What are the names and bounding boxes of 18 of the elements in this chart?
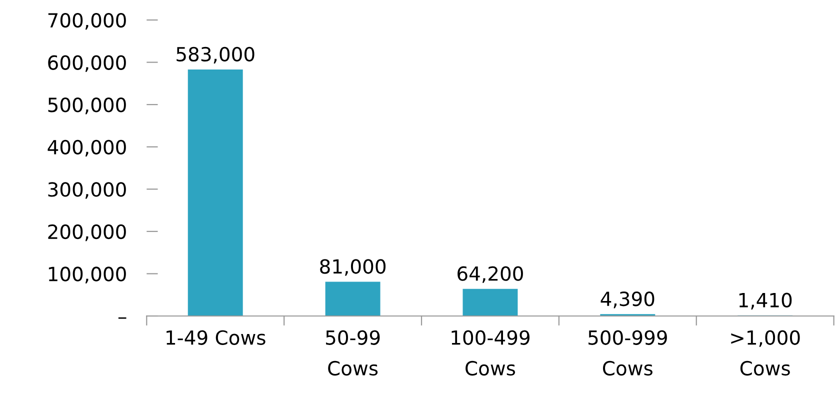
y-tick-label: 500,000 <box>48 98 126 114</box>
y-tick-label: 100,000 <box>48 266 126 284</box>
x-tick-label: 1-49 Cows <box>166 330 266 345</box>
y-tick-label: 700,000 <box>48 12 126 30</box>
x-tick-label: 100-499 Cows <box>452 330 530 376</box>
data-label: 64,200 <box>458 266 523 283</box>
y-tick-label: – <box>118 317 126 319</box>
x-tick-label: >1,000 Cows <box>731 330 800 376</box>
x-tick-label: 50-99 Cows <box>326 330 380 376</box>
x-tick-label: 500-999 Cows <box>588 330 667 376</box>
data-label: 81,000 <box>320 259 386 276</box>
data-label: 583,000 <box>176 46 254 64</box>
y-tick-label: 200,000 <box>48 224 126 242</box>
y-tick-label: 400,000 <box>48 140 126 157</box>
y-tick-label: 300,000 <box>48 182 126 199</box>
y-tick-label: 600,000 <box>48 55 126 72</box>
data-label: 1,410 <box>739 292 792 310</box>
data-label: 4,390 <box>600 292 654 308</box>
